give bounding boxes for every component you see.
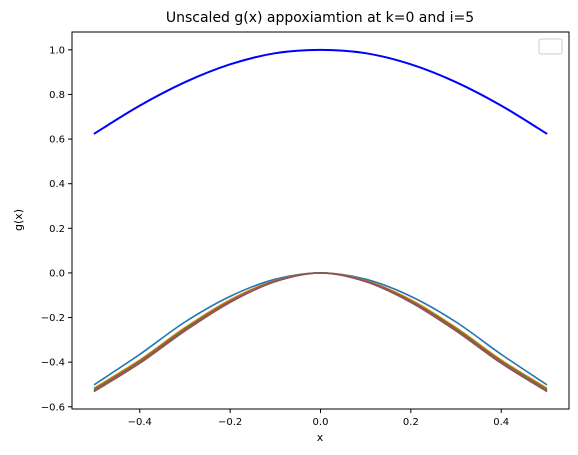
- y-axis: −0.6 −0.4 −0.2 0.0 0.2 0.4 0.6 0.8 1.0: [41, 45, 72, 413]
- series-line-4: [93, 272, 548, 391]
- series-line-3: [93, 272, 548, 390]
- x-tick-label: 0.4: [493, 417, 509, 428]
- y-tick-label: −0.6: [41, 402, 65, 413]
- series-line-6: [93, 272, 548, 392]
- plot-series: [93, 48, 548, 392]
- x-axis: −0.4 −0.2 0.0 0.2 0.4: [128, 409, 509, 428]
- y-axis-label: g(x): [12, 209, 25, 231]
- x-axis-label: x: [317, 431, 324, 444]
- series-line-0: [93, 48, 548, 135]
- x-tick-label: −0.2: [218, 417, 242, 428]
- y-tick-label: 0.6: [49, 135, 65, 146]
- plot-frame: [71, 31, 570, 410]
- series-line-2: [93, 272, 548, 389]
- series-line-5: [93, 272, 548, 392]
- y-tick-label: 1.0: [49, 45, 65, 56]
- x-tick-label: −0.4: [128, 417, 152, 428]
- x-tick-label: 0.2: [403, 417, 419, 428]
- series-line-1: [93, 272, 548, 386]
- y-tick-label: 0.8: [49, 90, 65, 101]
- y-tick-label: −0.2: [41, 313, 65, 324]
- legend-box: [538, 38, 563, 55]
- y-tick-label: 0.0: [49, 268, 65, 279]
- y-tick-label: 0.4: [49, 179, 65, 190]
- chart-title: Unscaled g(x) appoxiamtion at k=0 and i=…: [166, 10, 474, 26]
- y-tick-label: 0.2: [49, 224, 65, 235]
- x-tick-label: 0.0: [313, 417, 329, 428]
- y-tick-label: −0.4: [41, 358, 65, 369]
